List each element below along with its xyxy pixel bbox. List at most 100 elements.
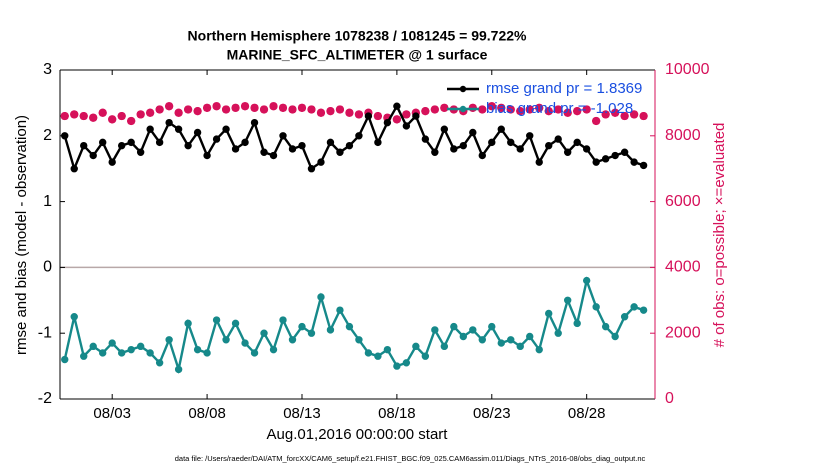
point — [421, 135, 430, 143]
point — [393, 362, 401, 370]
point — [269, 151, 278, 160]
legend-label: bias grand pr = -1.028 — [486, 100, 633, 117]
point — [402, 122, 411, 130]
point — [544, 107, 553, 116]
point — [545, 309, 553, 318]
point — [108, 339, 116, 347]
point — [222, 336, 230, 344]
point — [326, 138, 335, 147]
point — [231, 319, 240, 328]
point — [70, 165, 78, 173]
point — [155, 138, 164, 147]
point — [639, 306, 648, 314]
point — [497, 339, 505, 347]
y2-tick-label: 10000 — [665, 61, 710, 78]
point — [440, 342, 449, 351]
point — [326, 326, 335, 334]
point — [507, 336, 515, 344]
point — [383, 345, 392, 354]
x-axis-label: Aug.01,2016 00:00:00 start — [267, 426, 449, 443]
point — [288, 336, 297, 344]
point — [421, 107, 430, 116]
y-tick-label: 2 — [43, 127, 52, 144]
point — [592, 303, 600, 311]
point — [582, 105, 591, 114]
point — [146, 349, 154, 357]
point — [364, 112, 373, 120]
point — [620, 148, 629, 156]
series-line — [63, 276, 645, 375]
point — [336, 148, 344, 156]
point — [582, 145, 591, 153]
point — [592, 116, 601, 125]
point — [459, 141, 468, 150]
legend-marker — [459, 105, 467, 113]
y-tick-label: 0 — [43, 259, 52, 276]
point — [620, 112, 629, 121]
point — [80, 141, 88, 150]
point — [506, 105, 515, 114]
point — [374, 138, 382, 147]
point — [127, 345, 135, 354]
y2-axis-label: # of obs: o=possible; ×=evaluated — [711, 123, 728, 348]
point — [573, 107, 582, 116]
point — [127, 116, 136, 125]
point — [241, 138, 249, 147]
point — [279, 316, 287, 324]
y2-tick-label: 8000 — [665, 127, 701, 144]
point — [184, 319, 192, 328]
x-tick-label: 08/28 — [568, 405, 606, 422]
point — [146, 108, 155, 117]
y-axis-label: rmse and bias (model - observation) — [13, 115, 30, 355]
point — [526, 132, 534, 140]
point — [108, 115, 117, 124]
point — [307, 165, 316, 173]
point — [525, 105, 534, 114]
point — [316, 108, 325, 117]
point — [98, 108, 107, 117]
point — [155, 105, 164, 114]
point — [393, 102, 401, 110]
point — [497, 125, 505, 133]
point — [70, 110, 79, 119]
point — [269, 345, 278, 354]
point — [535, 103, 544, 112]
point — [250, 103, 259, 112]
legend-marker — [459, 85, 467, 93]
point — [288, 145, 297, 153]
point — [355, 336, 363, 344]
y2-tick-label: 0 — [665, 390, 674, 407]
point — [89, 342, 97, 351]
point — [136, 110, 145, 119]
point — [241, 102, 250, 111]
point — [592, 158, 600, 166]
y-tick-label: 1 — [43, 193, 52, 210]
point — [335, 105, 344, 114]
point — [193, 345, 202, 354]
point — [601, 322, 610, 331]
point — [174, 108, 183, 117]
point — [146, 125, 154, 133]
point — [402, 359, 411, 367]
point — [136, 342, 145, 351]
point — [563, 296, 572, 304]
point — [70, 313, 78, 321]
point — [554, 135, 562, 143]
point — [298, 322, 306, 331]
point — [288, 105, 297, 114]
point — [601, 155, 610, 163]
point — [326, 107, 335, 116]
point — [582, 276, 591, 285]
footnote: data file: /Users/raeder/DAI/ATM_forcXX/… — [175, 454, 646, 463]
point — [516, 342, 524, 351]
point — [630, 158, 638, 166]
point — [127, 138, 135, 147]
point — [136, 148, 145, 156]
point — [89, 113, 98, 122]
point — [165, 118, 173, 127]
x-tick-label: 08/18 — [378, 405, 416, 422]
point — [630, 110, 639, 119]
point — [383, 118, 392, 127]
point — [440, 103, 449, 112]
point — [222, 125, 230, 133]
